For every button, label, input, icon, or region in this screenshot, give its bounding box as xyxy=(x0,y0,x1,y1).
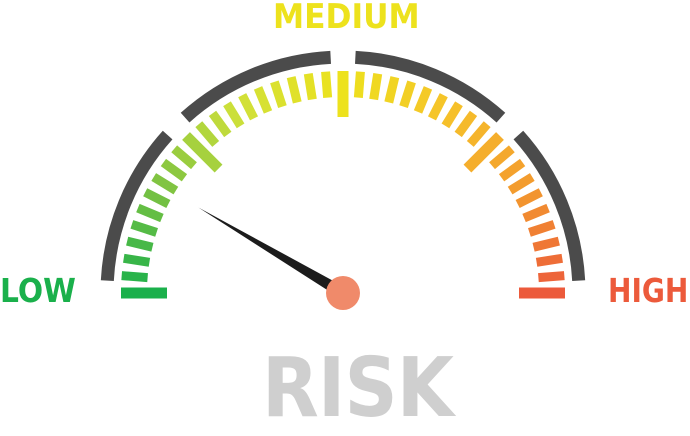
gauge-tick xyxy=(399,80,416,108)
gauge-tick xyxy=(489,145,515,170)
gauge-tick xyxy=(441,101,463,129)
gauge-tick xyxy=(384,76,400,104)
outer-arc-segment xyxy=(513,130,586,282)
gauge-tick xyxy=(151,173,179,195)
gauge-tick xyxy=(522,203,550,223)
gauge-tick xyxy=(413,86,433,114)
gauge-tick xyxy=(253,86,273,114)
risk-gauge xyxy=(100,50,586,310)
outer-arc-segment xyxy=(180,50,332,123)
gauge-tick xyxy=(130,220,158,237)
gauge-tick xyxy=(353,71,365,98)
gauge-tick xyxy=(507,173,535,195)
low-label: LOW xyxy=(0,271,76,310)
gauge-tick xyxy=(532,236,560,252)
medium-label: MEDIUM xyxy=(273,0,420,37)
needle-pointer xyxy=(198,207,347,299)
gauge-title: RISK xyxy=(262,341,454,436)
gauge-tick xyxy=(538,271,565,283)
gauge-tick xyxy=(143,188,171,209)
gauge-tick xyxy=(270,80,287,108)
gauge-tick xyxy=(369,73,383,101)
gauge-tick xyxy=(223,101,245,129)
gauge-tick xyxy=(136,203,164,223)
gauge-tick xyxy=(454,110,478,138)
high-label: HIGH xyxy=(608,271,689,310)
gauge-tick xyxy=(498,158,526,182)
gauge-tick xyxy=(286,76,302,104)
gauge-needle xyxy=(198,207,347,299)
gauge-tick xyxy=(515,188,543,209)
gauge-tick xyxy=(238,93,259,121)
outer-arc-segment xyxy=(354,50,506,123)
gauge-major-tick xyxy=(463,132,504,173)
gauge-tick xyxy=(427,93,448,121)
gauge-tick xyxy=(160,158,188,182)
gauge-tick xyxy=(123,253,151,267)
gauge-tick xyxy=(528,220,556,237)
gauge-tick xyxy=(126,236,154,252)
gauge-tick xyxy=(321,71,333,98)
gauge-tick xyxy=(208,110,232,138)
gauge-tick xyxy=(535,253,563,267)
gauge-tick xyxy=(303,73,317,101)
outer-arc-segment xyxy=(100,130,173,282)
gauge-tick xyxy=(195,121,220,147)
gauge-hub xyxy=(326,276,360,310)
gauge-tick xyxy=(171,145,197,170)
gauge-tick xyxy=(466,121,491,147)
gauge-major-tick xyxy=(182,132,223,173)
gauge-outer-arc xyxy=(100,50,586,282)
gauge-ticks xyxy=(121,71,565,299)
gauge-tick xyxy=(121,271,148,283)
